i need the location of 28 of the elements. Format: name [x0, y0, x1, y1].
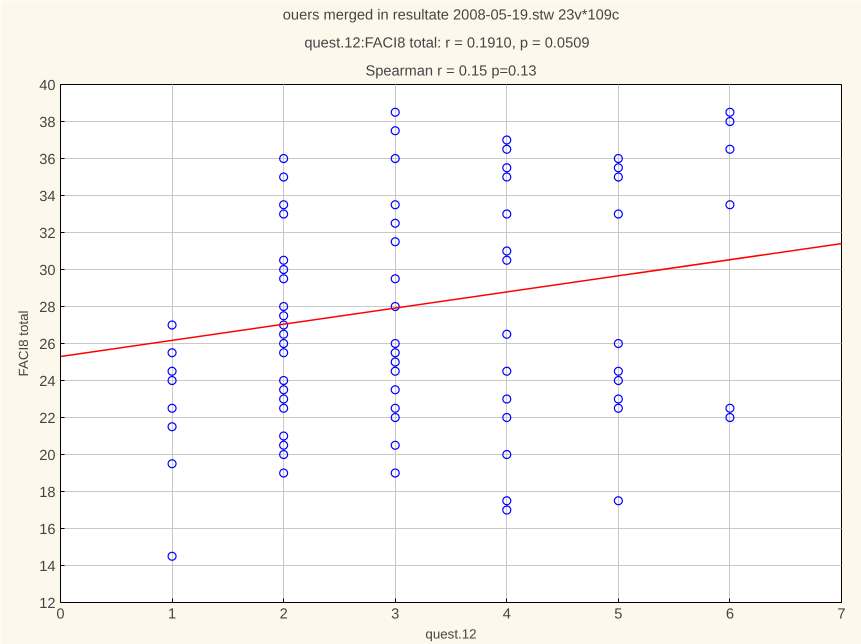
y-tick-label: 22	[39, 411, 56, 427]
x-tick-label: 3	[391, 606, 400, 622]
y-tick-label: 18	[39, 485, 56, 501]
x-tick-label: 0	[56, 606, 65, 622]
x-tick-label: 1	[168, 606, 176, 622]
x-axis-title: quest.12	[425, 626, 477, 642]
y-tick-label: 20	[39, 448, 56, 464]
y-tick-label: 38	[39, 115, 56, 131]
y-tick-label: 12	[39, 596, 56, 612]
x-tick-label: 4	[502, 606, 511, 622]
chart-subtitle: quest.12:FACI8 total: r = 0.1910, p = 0.0509	[304, 36, 590, 52]
chart-title: ouers merged in resultate 2008-05-19.stw 23v*109c	[282, 8, 620, 24]
y-tick-label: 14	[39, 559, 56, 575]
x-tick-label: 7	[837, 606, 846, 622]
y-tick-label: 26	[39, 337, 56, 353]
x-tick-label: 2	[280, 606, 288, 622]
y-tick-label: 32	[39, 226, 56, 242]
y-tick-label: 24	[39, 374, 56, 390]
y-tick-label: 36	[39, 152, 56, 168]
y-tick-label: 40	[39, 78, 56, 94]
y-tick-label: 16	[39, 522, 56, 538]
x-tick-label: 5	[614, 606, 622, 622]
y-tick-label: 30	[39, 263, 56, 279]
y-axis-title: FACI8 total	[16, 310, 32, 376]
y-tick-label: 28	[39, 300, 56, 316]
y-tick-label: 34	[39, 189, 56, 205]
x-tick-label: 6	[726, 606, 734, 622]
text: Spearman r = 0.15 p=0.13	[365, 64, 537, 80]
